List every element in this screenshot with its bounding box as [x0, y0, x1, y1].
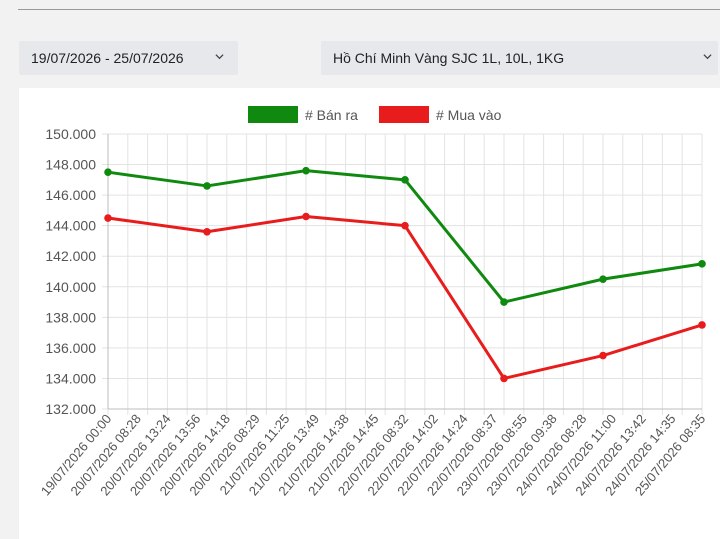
legend-label: # Mua vào — [436, 107, 502, 123]
data-point — [698, 260, 706, 268]
data-point — [104, 214, 112, 222]
y-tick-label: 150.000 — [45, 126, 96, 142]
top-divider — [18, 9, 720, 10]
date-range-value: 19/07/2026 - 25/07/2026 — [31, 50, 184, 66]
data-point — [104, 168, 112, 176]
data-point — [401, 176, 409, 184]
location-product-value: Hồ Chí Minh Vàng SJC 1L, 10L, 1KG — [333, 50, 565, 66]
chart-panel: 150.000 148.000 146.000 144.000 142.000 140.0… — [19, 88, 720, 539]
y-tick-label: 138.000 — [45, 309, 96, 325]
legend-swatch — [379, 106, 429, 123]
data-point — [599, 351, 607, 360]
location-product-select[interactable]: Hồ Chí Minh Vàng SJC 1L, 10L, 1KG — [321, 41, 718, 75]
data-point — [203, 227, 211, 236]
y-tick-label: 132.000 — [45, 401, 96, 417]
chevron-down-icon — [703, 54, 712, 60]
y-tick-label: 148.000 — [45, 157, 96, 173]
data-point — [500, 298, 508, 306]
y-tick-label: 134.000 — [45, 370, 96, 386]
price-line-chart: 150.000 148.000 146.000 144.000 142.000 140.0… — [38, 106, 708, 498]
data-point — [599, 275, 607, 283]
legend-label: # Bán ra — [305, 107, 358, 123]
data-point — [302, 212, 310, 221]
legend-swatch — [248, 106, 298, 123]
data-point — [698, 321, 706, 329]
y-tick-label: 142.000 — [45, 248, 96, 264]
chevron-down-icon — [215, 54, 224, 60]
data-point — [401, 221, 409, 230]
y-tick-label: 146.000 — [45, 187, 96, 203]
date-range-select[interactable]: 19/07/2026 - 25/07/2026 — [19, 41, 238, 75]
y-tick-label: 140.000 — [45, 279, 96, 295]
data-point — [500, 374, 508, 383]
y-tick-label: 136.000 — [45, 340, 96, 356]
data-point — [302, 166, 310, 175]
data-point — [203, 182, 211, 190]
y-tick-label: 144.000 — [45, 218, 96, 234]
